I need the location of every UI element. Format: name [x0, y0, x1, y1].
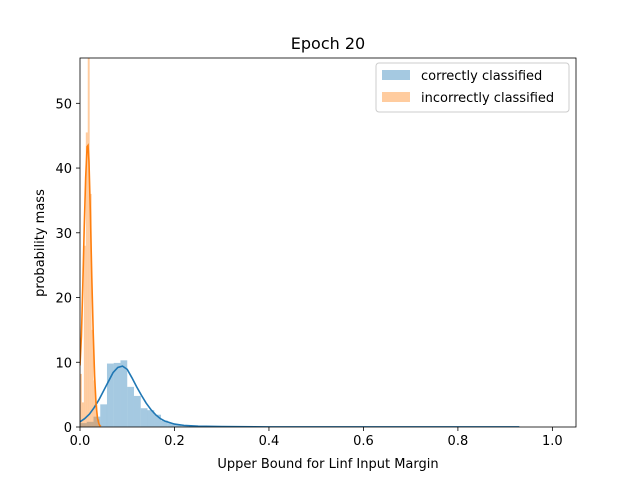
legend-label-correct: correctly classified	[421, 69, 542, 84]
x-tick-label: 0.2	[164, 434, 185, 449]
histogram-bar-incorrect-8	[95, 404, 98, 427]
histogram-bar-correct-7	[127, 386, 134, 427]
histogram-bar-correct-9	[140, 408, 148, 427]
y-tick-label: 10	[55, 356, 72, 371]
histogram-bar-incorrect-7	[93, 380, 96, 427]
kde-line-incorrect	[80, 143, 102, 427]
y-axis-label: probability mass	[33, 189, 48, 297]
histogram-bar-incorrect-2	[83, 245, 86, 427]
histogram-bar-incorrect-6	[91, 329, 94, 427]
histogram-bar-correct-1	[86, 421, 94, 427]
legend: correctly classified incorrectly classif…	[375, 62, 570, 113]
x-tick-label: 1.0	[542, 434, 563, 449]
y-tick-label: 50	[55, 97, 72, 112]
kde-line-correct	[80, 365, 520, 427]
histogram-bar-correct-6	[120, 360, 128, 427]
histogram-bar-correct-4	[106, 363, 114, 427]
y-tick-label: 40	[55, 162, 72, 177]
histogram-bar-incorrect-5	[89, 193, 92, 427]
x-tick-label: 0.4	[259, 434, 280, 449]
y-tick-label: 30	[55, 227, 72, 242]
histogram-bar-incorrect-3	[85, 132, 88, 427]
x-axis-label: Upper Bound for Linf Input Margin	[217, 457, 438, 472]
histogram-bar-correct-14	[174, 425, 182, 427]
x-tick-label: 0.8	[448, 434, 469, 449]
legend-swatch-correct	[382, 70, 410, 80]
x-tick-label: 0.0	[70, 434, 91, 449]
legend-frame	[375, 62, 570, 113]
axes-frame	[79, 57, 577, 428]
series-correct	[80, 360, 202, 427]
histogram-bar-correct-8	[133, 395, 141, 427]
axes: 0.0 0.2 0.4 0.6 0.8 1.0 0 10 20 30 40 50	[55, 57, 577, 449]
plot-marks	[80, 58, 520, 427]
x-tick-label: 0.6	[353, 434, 374, 449]
plot-area	[80, 58, 520, 427]
histogram-bar-incorrect-4	[87, 58, 90, 427]
histogram-bar-incorrect-1	[81, 402, 84, 427]
histogram-bar-correct-15	[181, 425, 188, 427]
histogram-bar-correct-0	[80, 423, 87, 427]
histogram-bar-incorrect-0	[80, 373, 82, 427]
chart-title: Epoch 20	[291, 34, 365, 53]
y-tick-label: 20	[55, 292, 72, 307]
histogram-bar-correct-11	[154, 414, 161, 427]
histogram-bar-correct-13	[167, 423, 175, 427]
histogram-bar-correct-2	[93, 416, 101, 427]
legend-label-incorrect: incorrectly classified	[421, 91, 554, 106]
legend-swatch-incorrect	[382, 92, 410, 102]
histogram-bar-correct-5	[113, 362, 121, 427]
histogram-bar-correct-12	[160, 420, 168, 427]
histogram-bar-correct-3	[100, 404, 108, 427]
y-tick-label: 0	[64, 421, 72, 436]
histogram-bar-correct-10	[147, 410, 155, 427]
